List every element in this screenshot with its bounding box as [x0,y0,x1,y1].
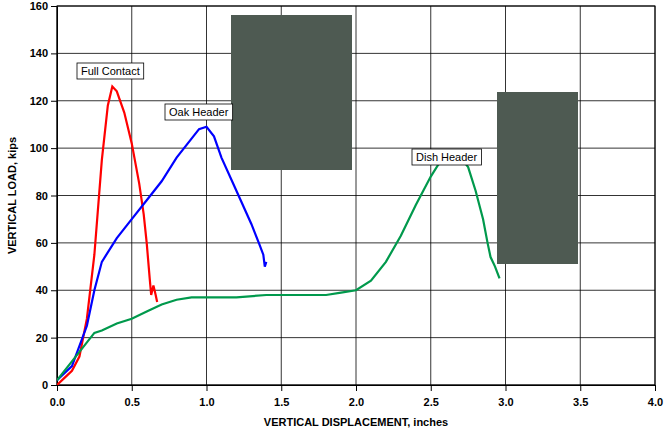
series-label: Dish Header [412,149,481,165]
tick: 120 [30,95,57,107]
tick: 0.0 [50,385,65,408]
tick-label: 60 [36,237,48,249]
plot: 0.0 0.5 1.0 1.5 2.0 2.5 3.0 3.5 4.0 0 20 40 60 80 100 1… [30,0,664,408]
tick-label: 0 [42,379,48,391]
y-axis: 0 20 40 60 80 100 120 140 160 [30,0,58,391]
tick-label: 20 [36,332,48,344]
series-name: Oak Header [169,106,229,118]
tick: 3.0 [498,385,513,408]
tick-label: 2.5 [424,396,439,408]
tick-mark [207,385,208,391]
label-box [165,104,233,120]
tick: 3.5 [573,385,588,408]
tick-mark [51,290,57,291]
label-box [77,63,144,79]
tick-label: 40 [36,284,48,296]
tick: 2.0 [349,385,364,408]
tick: 40 [36,284,57,296]
tick: 140 [30,47,57,59]
series-line [57,127,266,380]
lines [57,87,500,385]
tick-mark [51,338,57,339]
series-name: Full Contact [81,65,140,77]
tick: 1.5 [274,385,289,408]
tick-label: 80 [36,190,48,202]
tick-label: 1.5 [274,396,289,408]
series-line [57,87,157,385]
tick-mark [57,385,58,391]
tick-mark [580,385,581,391]
tick-mark [431,385,432,391]
tick-label: 3.5 [573,396,588,408]
tick-mark [51,53,57,54]
x-axis: 0.0 0.5 1.0 1.5 2.0 2.5 3.0 3.5 4.0 [50,385,663,408]
tick: 80 [36,190,57,202]
tick-mark [281,385,282,391]
grid-line [57,53,655,54]
tick-label: 4.0 [648,396,663,408]
tick-mark [51,243,57,244]
tick-mark [51,101,57,102]
tick-label: 160 [30,0,48,12]
tick: 20 [36,332,57,344]
tick-label: 0.0 [50,396,65,408]
tick-mark [51,6,57,7]
grid-line [57,337,655,338]
plot-frame [57,6,655,385]
y-axis-title: VERTICAL LOAD, kips [6,137,18,254]
grid [57,6,655,385]
tick: 160 [30,0,57,12]
tick-mark [51,148,57,149]
photo [497,92,578,264]
tick: 1.0 [199,385,214,408]
series-label: Oak Header [165,104,233,120]
tick-label: 2.0 [349,396,364,408]
photo [231,15,352,170]
tick-label: 140 [30,47,48,59]
tick: 100 [30,142,57,154]
tick-mark [506,385,507,391]
tick-mark [655,385,656,391]
tick: 4.0 [648,385,663,408]
series-name: Dish Header [416,151,477,163]
tick-mark [51,385,57,386]
tick-label: 0.5 [125,396,140,408]
chart: 0.0 0.5 1.0 1.5 2.0 2.5 3.0 3.5 4.0 0 20 40 60 80 100 1… [0,0,665,440]
tick: 0 [42,379,57,391]
tick-mark [51,196,57,197]
tick-label: 3.0 [498,396,513,408]
series-line [57,155,500,380]
series-label: Full Contact [77,63,144,79]
tick-mark [132,385,133,391]
tick-mark [356,385,357,391]
x-axis-title: VERTICAL DISPLACEMENT, inches [264,416,448,428]
tick-label: 120 [30,95,48,107]
tick-label: 1.0 [199,396,214,408]
tick: 0.5 [125,385,140,408]
tick: 2.5 [424,385,439,408]
label-box [412,149,481,165]
tick: 60 [36,237,57,249]
tick-label: 100 [30,142,48,154]
